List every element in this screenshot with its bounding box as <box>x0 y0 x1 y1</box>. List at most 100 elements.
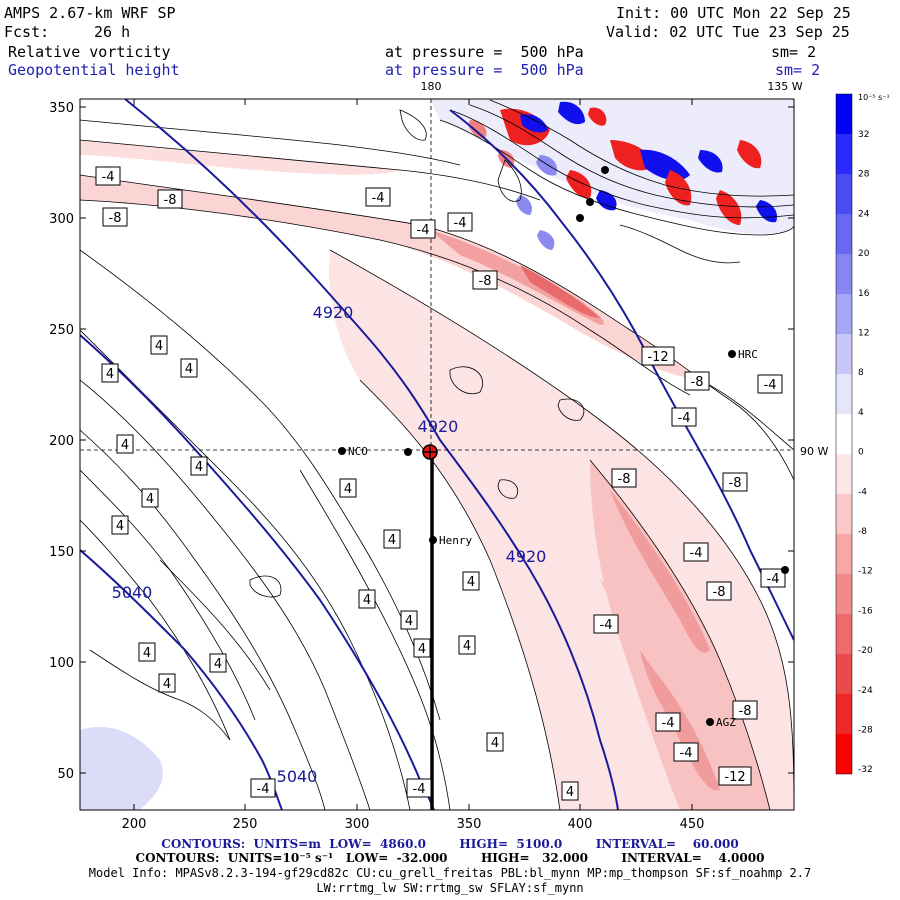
colorbar-swatch <box>836 614 852 654</box>
vorticity-label: 4 <box>111 515 129 535</box>
height-contour-4920-a <box>124 99 619 810</box>
shear-band-second <box>80 140 400 175</box>
vorticity-contours <box>80 119 794 810</box>
colorbar-label: -32 <box>858 765 873 775</box>
vorticity-label: 4 <box>190 456 208 476</box>
pole-marker <box>422 444 438 460</box>
longitude-label: 135 W <box>767 80 802 93</box>
x-tick-label: 400 <box>568 817 593 832</box>
svg-text:-4: -4 <box>767 572 780 587</box>
station-marker <box>576 214 584 222</box>
colorbar-swatch <box>836 174 852 214</box>
colorbar-label: -8 <box>858 527 867 537</box>
svg-text:-4: -4 <box>680 746 693 761</box>
model-title: AMPS 2.67-km WRF SP <box>4 4 176 22</box>
vorticity-label: 4 <box>101 363 119 383</box>
colorbar-label: 32 <box>858 130 869 140</box>
svg-text:Henry: Henry <box>439 534 472 547</box>
x-tick-label: 250 <box>233 817 258 832</box>
svg-text:-4: -4 <box>678 411 691 426</box>
svg-text:-8: -8 <box>479 274 492 289</box>
colorbar-label: -16 <box>858 606 873 616</box>
colorbar-swatch <box>836 294 852 334</box>
forecast-label: Fcst: <box>4 23 50 41</box>
field2-name: Geopotential height <box>8 61 180 79</box>
y-tick-label: 150 <box>49 545 74 560</box>
svg-text:-8: -8 <box>691 375 704 390</box>
svg-text:-4: -4 <box>600 618 613 633</box>
svg-text:4: 4 <box>344 482 352 497</box>
svg-text:4: 4 <box>185 362 193 377</box>
map-frame <box>79 98 795 811</box>
svg-text:-8: -8 <box>713 585 726 600</box>
vorticity-label: -4 <box>593 614 619 634</box>
vorticity-labels: -4 -8 -4 -8 -4 -4 -8 -12 -8 -4 -4 -8 -4 -4 -8 -8 -4 -8 -12… <box>95 166 786 801</box>
svg-text:4: 4 <box>467 575 475 590</box>
colorbar-swatch <box>836 254 852 294</box>
shear-band-upper <box>80 175 700 380</box>
vorticity-label: 4 <box>413 638 431 658</box>
x-tick-label: 200 <box>122 817 147 832</box>
svg-text:4: 4 <box>214 657 222 672</box>
svg-text:-4: -4 <box>417 223 430 238</box>
station-marker: AGZ <box>706 716 736 729</box>
svg-text:4: 4 <box>491 736 499 751</box>
convective-contours <box>399 99 794 264</box>
colorbar-label: 24 <box>858 209 870 219</box>
field1-name: Relative vorticity <box>8 43 171 61</box>
vorticity-label: -4 <box>655 712 681 732</box>
vorticity-label: -12 <box>718 766 752 786</box>
colorbar-label: 8 <box>858 368 864 378</box>
colorbar-label: -12 <box>858 567 873 577</box>
station-marker <box>601 166 609 174</box>
vorticity-label: -4 <box>365 187 391 207</box>
station-marker: Henry <box>429 534 472 547</box>
svg-text:4: 4 <box>116 519 124 534</box>
field2-smoothing: sm= 2 <box>775 61 821 79</box>
colorbar-swatch <box>836 454 852 494</box>
colorbar-label: 12 <box>858 329 869 339</box>
colorbar-swatch <box>836 654 852 694</box>
vorticity-label: -4 <box>250 778 276 798</box>
svg-text:4: 4 <box>566 785 574 800</box>
vorticity-label: -8 <box>732 700 758 720</box>
footer-model-info: Model Info: MPASv8.2.3-194-gf29cd82c CU:… <box>88 866 812 880</box>
colorbar-swatch <box>836 534 852 574</box>
svg-text:-8: -8 <box>164 193 177 208</box>
svg-text:-8: -8 <box>109 211 122 226</box>
svg-text:-4: -4 <box>662 716 675 731</box>
vorticity-label: -8 <box>611 468 637 488</box>
svg-text:-8: -8 <box>729 476 742 491</box>
colorbar-swatch <box>836 374 852 414</box>
x-tick-label: 450 <box>680 817 705 832</box>
vorticity-label: -8 <box>722 472 748 492</box>
vorticity-label: -4 <box>406 778 432 798</box>
vorticity-label: -4 <box>671 407 697 427</box>
vorticity-label: 4 <box>116 434 134 454</box>
vorticity-label: 4 <box>158 673 176 693</box>
vorticity-label: -8 <box>684 371 710 391</box>
vorticity-label: 4 <box>339 478 357 498</box>
svg-text:-12: -12 <box>724 770 745 785</box>
svg-text:-4: -4 <box>372 191 385 206</box>
footer-height-contours: CONTOURS: UNITS=m LOW= 4860.0 HIGH= 5100… <box>161 837 739 851</box>
colorbar-label: -4 <box>858 487 867 497</box>
svg-text:-4: -4 <box>102 170 115 185</box>
svg-text:4: 4 <box>155 339 163 354</box>
svg-text:4: 4 <box>388 533 396 548</box>
vorticity-band-medium-4 <box>600 580 690 700</box>
vorticity-label: 4 <box>486 732 504 752</box>
colorbar-unit: 10⁻⁵ s⁻¹ <box>858 93 890 102</box>
vorticity-label: -8 <box>102 207 128 227</box>
y-tick-label: 100 <box>49 656 74 671</box>
height-label: 5040 <box>112 583 153 602</box>
colorbar-swatch <box>836 734 852 774</box>
longitude-labels: 180 135 W 90 W <box>421 80 829 458</box>
colorbar-label: 0 <box>858 448 864 458</box>
y-tick-label: 200 <box>49 434 74 449</box>
vorticity-label: -4 <box>447 212 473 232</box>
field1-smoothing: sm= 2 <box>771 43 817 61</box>
vorticity-label: -4 <box>95 166 121 186</box>
svg-text:-4: -4 <box>413 782 426 797</box>
svg-text:4: 4 <box>405 614 413 629</box>
